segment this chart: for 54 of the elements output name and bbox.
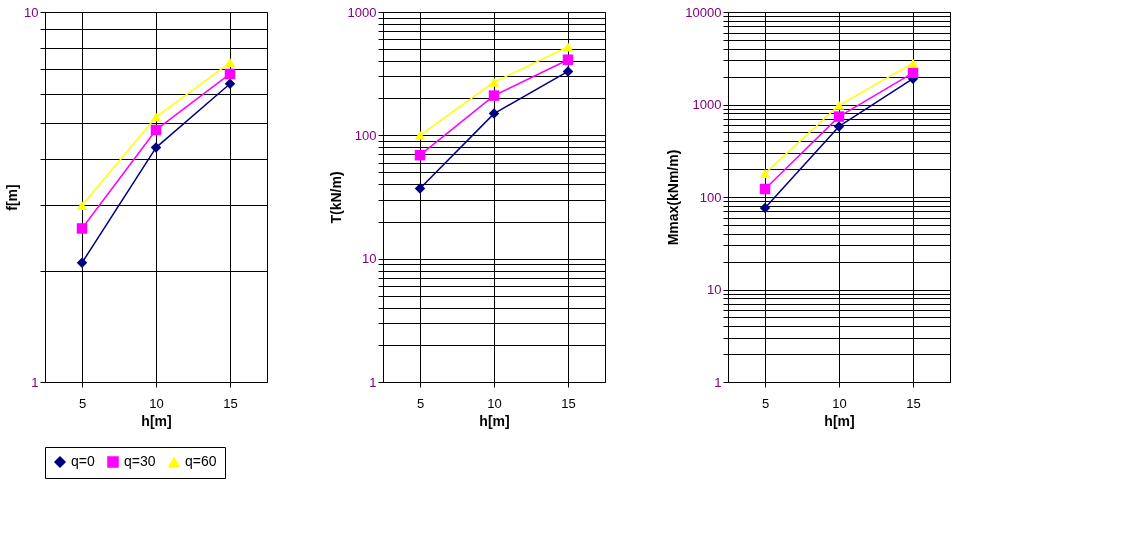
point	[224, 68, 236, 80]
x-axis-title: h[m]	[479, 412, 510, 429]
x-tick-label: 15	[561, 395, 576, 411]
legend-label: q=60	[185, 453, 217, 470]
point	[907, 58, 919, 68]
x-tick-label: 15	[223, 395, 238, 411]
y-tick-label: 1	[31, 374, 39, 390]
point	[414, 130, 426, 140]
y-axis-title: T(kN/m)	[327, 171, 344, 224]
point	[76, 223, 88, 234]
x-tick-label: 10	[832, 395, 847, 411]
legend-label: q=0	[71, 453, 95, 469]
point	[833, 111, 845, 122]
point	[414, 183, 426, 194]
y-tick-label: 1000	[347, 4, 377, 20]
point	[150, 142, 162, 153]
y-tick-label: 1	[714, 374, 722, 390]
x-tick-label: 15	[906, 395, 921, 411]
point	[224, 58, 236, 68]
x-axis-title: h[m]	[824, 412, 855, 429]
point	[488, 77, 500, 87]
point	[562, 42, 574, 52]
point	[224, 78, 236, 89]
y-tick-label: 100	[699, 189, 722, 205]
point	[414, 149, 426, 161]
x-tick-label: 5	[761, 395, 770, 411]
point	[76, 257, 88, 269]
point	[562, 66, 574, 77]
y-tick-label: 1	[369, 374, 377, 390]
y-tick-label: 1000	[692, 97, 722, 112]
x-tick-label: 5	[416, 395, 425, 411]
point	[488, 108, 500, 119]
point	[562, 54, 574, 65]
y-tick-label: 10	[707, 282, 722, 297]
point	[759, 202, 771, 214]
x-tick-label: 10	[487, 395, 502, 411]
y-tick-label: 100	[354, 127, 377, 143]
x-axis-title: h[m]	[141, 412, 172, 429]
y-tick-label: 10000	[685, 4, 722, 20]
legend-label: q=30	[124, 453, 156, 469]
point	[150, 124, 162, 136]
point	[150, 112, 162, 122]
point	[759, 183, 771, 195]
y-axis-title: Mmax(kNm/m)	[665, 149, 682, 246]
point	[833, 100, 845, 110]
y-axis-title: f[m]	[4, 184, 21, 211]
y-tick-label: 10	[362, 251, 377, 267]
point	[76, 200, 88, 211]
point	[759, 168, 771, 178]
x-tick-label: 10	[149, 395, 164, 411]
point	[907, 67, 919, 79]
x-tick-label: 5	[78, 395, 87, 411]
point	[488, 90, 500, 101]
point	[833, 121, 845, 132]
